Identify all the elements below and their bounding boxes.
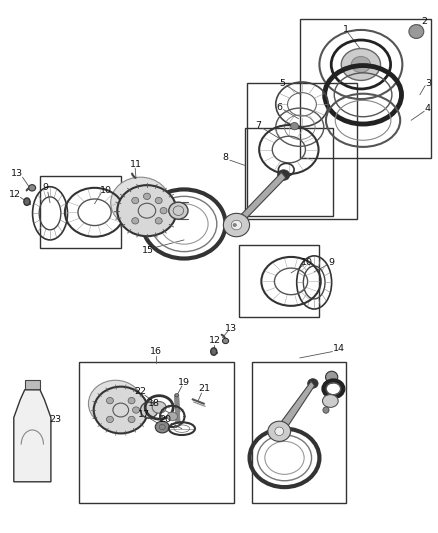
- Ellipse shape: [233, 223, 237, 227]
- Ellipse shape: [132, 197, 139, 204]
- Ellipse shape: [325, 371, 338, 383]
- Text: 18: 18: [148, 399, 160, 408]
- Text: 3: 3: [425, 78, 431, 87]
- Ellipse shape: [94, 386, 148, 433]
- Polygon shape: [175, 395, 180, 423]
- Ellipse shape: [128, 416, 135, 423]
- Text: 19: 19: [178, 378, 190, 387]
- Text: 14: 14: [333, 344, 345, 353]
- Polygon shape: [14, 390, 51, 482]
- Ellipse shape: [211, 348, 217, 356]
- Ellipse shape: [155, 421, 169, 433]
- Ellipse shape: [117, 185, 177, 236]
- Text: 11: 11: [130, 160, 142, 169]
- Text: 10: 10: [99, 186, 112, 195]
- Text: 5: 5: [279, 78, 285, 87]
- Ellipse shape: [231, 220, 242, 230]
- Ellipse shape: [307, 378, 318, 388]
- Text: 22: 22: [134, 387, 146, 396]
- Ellipse shape: [351, 56, 371, 72]
- Text: 1: 1: [343, 26, 349, 35]
- Ellipse shape: [24, 198, 30, 205]
- Text: 20: 20: [160, 415, 172, 424]
- Ellipse shape: [341, 49, 381, 80]
- Ellipse shape: [323, 407, 329, 413]
- Ellipse shape: [167, 412, 177, 421]
- Bar: [79, 362, 234, 503]
- Text: 23: 23: [49, 415, 61, 424]
- Bar: [239, 245, 319, 317]
- Text: 2: 2: [421, 18, 427, 27]
- Ellipse shape: [278, 169, 290, 180]
- Text: 4: 4: [425, 104, 431, 113]
- Bar: [16, 431, 48, 477]
- Bar: [40, 176, 121, 248]
- Text: 12: 12: [9, 190, 21, 199]
- Ellipse shape: [169, 202, 188, 219]
- Text: 16: 16: [150, 347, 162, 356]
- Ellipse shape: [409, 25, 424, 38]
- Bar: [25, 380, 40, 390]
- Ellipse shape: [106, 398, 113, 404]
- Ellipse shape: [111, 177, 170, 228]
- Ellipse shape: [141, 402, 158, 418]
- Ellipse shape: [133, 407, 140, 413]
- Ellipse shape: [160, 207, 167, 214]
- Polygon shape: [273, 381, 314, 435]
- Polygon shape: [229, 172, 286, 230]
- Text: 10: 10: [301, 258, 313, 266]
- Text: 21: 21: [198, 384, 210, 393]
- Ellipse shape: [175, 393, 178, 397]
- Ellipse shape: [128, 398, 135, 404]
- Text: 17: 17: [138, 410, 150, 419]
- Ellipse shape: [88, 380, 143, 427]
- Text: 8: 8: [222, 153, 228, 162]
- Ellipse shape: [223, 338, 229, 344]
- Ellipse shape: [132, 217, 139, 224]
- Text: 13: 13: [11, 169, 23, 178]
- Text: 9: 9: [42, 183, 49, 192]
- Text: 12: 12: [208, 336, 221, 345]
- Bar: [252, 362, 346, 503]
- Ellipse shape: [268, 421, 290, 441]
- Ellipse shape: [106, 416, 113, 423]
- Ellipse shape: [322, 394, 338, 407]
- Ellipse shape: [155, 217, 162, 224]
- Ellipse shape: [152, 401, 166, 413]
- Text: 7: 7: [255, 121, 261, 130]
- Text: 6: 6: [276, 102, 282, 111]
- Ellipse shape: [155, 197, 162, 204]
- Ellipse shape: [28, 184, 35, 191]
- Text: 13: 13: [225, 324, 237, 333]
- Text: 15: 15: [142, 246, 154, 255]
- Text: 9: 9: [328, 258, 335, 266]
- Ellipse shape: [223, 213, 250, 237]
- Ellipse shape: [144, 193, 150, 199]
- Ellipse shape: [290, 123, 298, 130]
- Ellipse shape: [275, 427, 284, 435]
